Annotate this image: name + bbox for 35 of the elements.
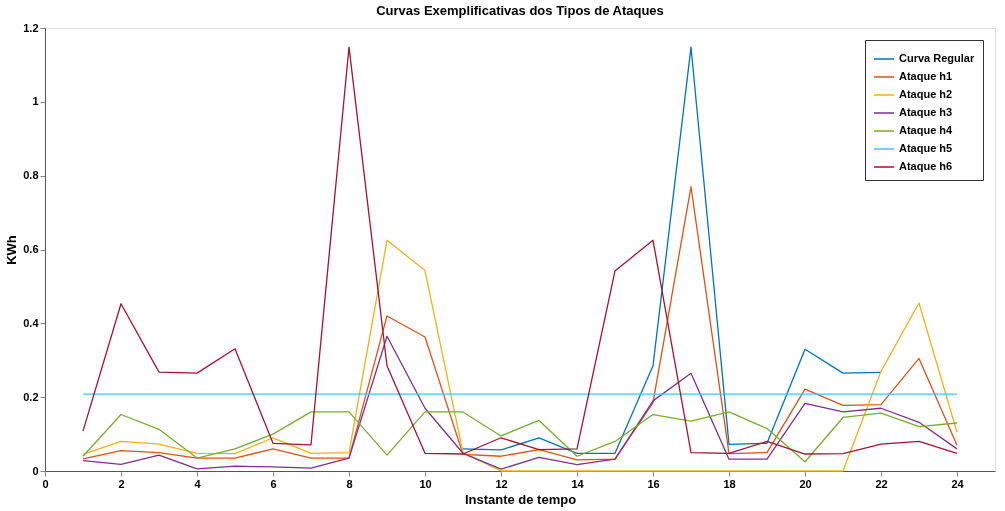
legend-label: Curva Regular [899, 52, 975, 64]
line-series [82, 239, 958, 472]
legend-label: Ataque h5 [899, 142, 953, 154]
y-tick-label: 0.6 [23, 243, 39, 255]
x-tick-label: 22 [875, 477, 888, 490]
legend-label: Ataque h1 [899, 70, 953, 82]
legend-label: Ataque h3 [899, 106, 953, 118]
x-tick-label: 10 [419, 477, 432, 490]
line-series [462, 46, 882, 454]
y-tick-label: 0 [32, 464, 39, 477]
x-tick-label: 20 [799, 477, 812, 490]
x-tick-label: 14 [571, 477, 585, 490]
legend-label: Ataque h2 [899, 88, 953, 100]
x-tick-label: 6 [270, 477, 277, 490]
x-tick-label: 8 [346, 477, 353, 490]
y-tick-label: 1.2 [23, 21, 39, 34]
x-tick-label: 18 [723, 477, 736, 490]
x-tick-label: 2 [118, 477, 125, 490]
line-series [82, 186, 958, 461]
x-axis-title: Instante de tempo [464, 491, 577, 507]
y-tick-label: 1 [32, 95, 39, 108]
x-tick-label: 24 [951, 477, 965, 490]
legend-label: Ataque h6 [899, 160, 953, 172]
y-axis-title: KWh [4, 235, 20, 265]
line-series [82, 411, 958, 463]
y-tick-label: 0.4 [23, 316, 40, 329]
chart-title: Curvas Exemplificativas dos Tipos de Ataques [376, 3, 664, 18]
line-series [82, 335, 958, 470]
y-tick-label: 0.2 [23, 390, 39, 403]
x-tick-label: 16 [647, 477, 660, 490]
x-tick-label: 12 [495, 477, 508, 490]
y-tick-label: 0.8 [23, 169, 39, 182]
x-tick-label: 0 [42, 477, 49, 490]
legend-label: Ataque h4 [899, 124, 954, 136]
x-tick-label: 4 [194, 477, 202, 490]
